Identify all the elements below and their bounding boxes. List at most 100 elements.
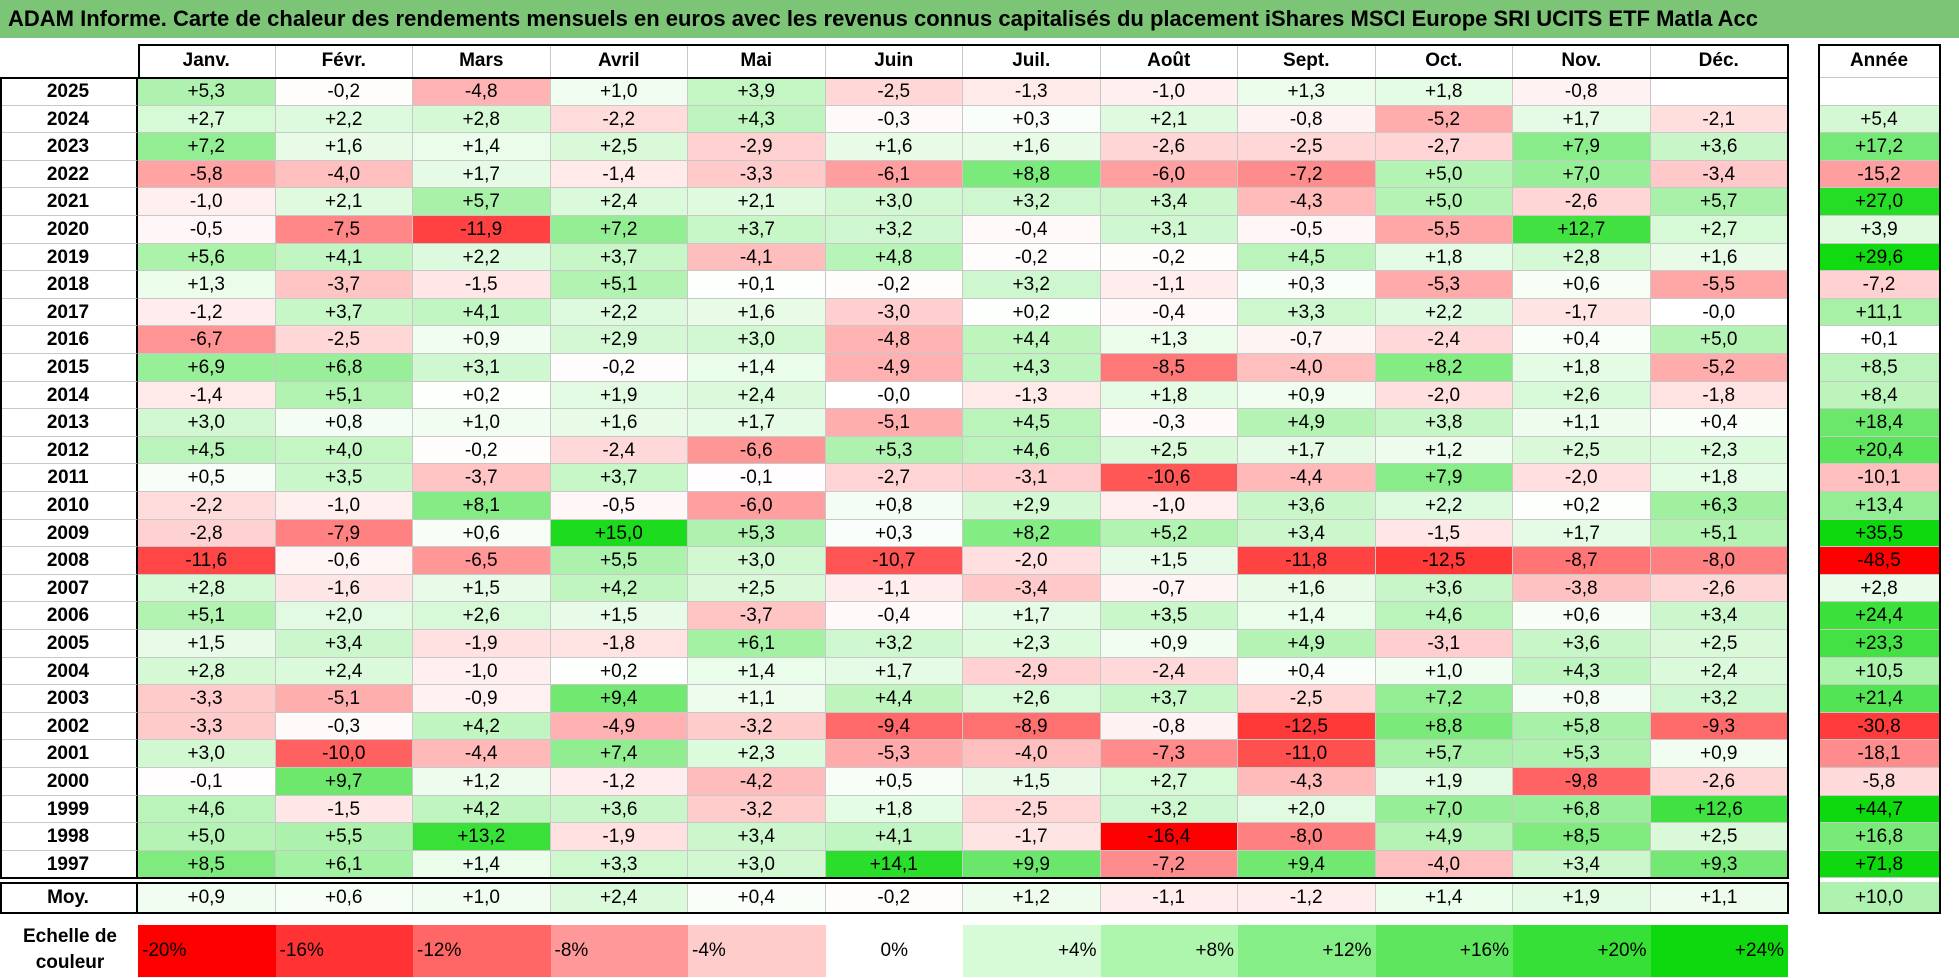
average-cell: +0,6: [275, 882, 413, 915]
annual-cell: +8,4: [1818, 381, 1941, 410]
heatmap-cell: +2,5: [1513, 436, 1651, 465]
heatmap-cell: +1,4: [413, 850, 551, 879]
heatmap-cell: +2,7: [1100, 768, 1238, 796]
heatmap-cell: +1,7: [825, 657, 963, 686]
heatmap-cell: +2,0: [275, 602, 413, 630]
color-scale-swatch: +16%: [1375, 925, 1513, 977]
heatmap-cell: -4,0: [275, 160, 413, 189]
heatmap-cell: +1,3: [1100, 326, 1238, 354]
color-scale-swatch: -4%: [688, 925, 826, 977]
heatmap-cell: +2,2: [1375, 492, 1513, 520]
heatmap-cell: +8,2: [963, 519, 1101, 548]
heatmap-cell: -3,2: [688, 795, 826, 824]
heatmap-cell: +7,0: [1513, 160, 1651, 189]
heatmap-cell: +2,4: [275, 657, 413, 686]
heatmap-cell: +2,8: [1513, 243, 1651, 272]
heatmap-cell: -6,0: [688, 492, 826, 520]
color-scale-swatch: -16%: [275, 925, 413, 977]
heatmap-cell: +5,3: [688, 519, 826, 548]
heatmap-cell: -4,1: [688, 243, 826, 272]
heatmap-cell: +1,0: [413, 409, 551, 437]
heatmap-cell: +3,2: [825, 216, 963, 244]
heatmap-cell: +5,0: [1650, 326, 1788, 354]
heatmap-cell: +3,2: [825, 630, 963, 658]
heatmap-cell: -0,2: [550, 354, 688, 382]
heatmap-cell: +3,8: [1375, 409, 1513, 437]
heatmap-cell: -1,0: [275, 492, 413, 520]
heatmap-cell: +6,1: [688, 630, 826, 658]
heatmap-cell: +3,7: [688, 216, 826, 244]
annual-cell: +35,5: [1818, 519, 1941, 548]
heatmap-cell: +5,7: [1375, 740, 1513, 768]
heatmap-cell: -2,7: [825, 464, 963, 492]
heatmap-cell: +4,4: [825, 685, 963, 713]
year-label: 2016: [0, 326, 138, 354]
heatmap-cell: -3,7: [275, 271, 413, 299]
heatmap-cell: -2,0: [963, 547, 1101, 575]
heatmap-cell: -5,1: [275, 685, 413, 713]
heatmap-cell: +0,6: [413, 519, 551, 548]
heatmap-cell: +2,4: [550, 188, 688, 216]
heatmap-cell: +2,9: [550, 326, 688, 354]
average-cell: +1,9: [1513, 882, 1651, 915]
heatmap-cell: +9,4: [550, 685, 688, 713]
heatmap-cell: +3,6: [550, 795, 688, 824]
annual-cell: -7,2: [1818, 271, 1941, 299]
heatmap-cell: +1,2: [413, 768, 551, 796]
heatmap-cell: +1,4: [413, 133, 551, 161]
heatmap-cell: +0,2: [550, 657, 688, 686]
heatmap-cell: +2,7: [138, 105, 276, 134]
heatmap-cell: +5,2: [1100, 519, 1238, 548]
year-label: 1997: [0, 850, 138, 879]
month-header: Août: [1100, 44, 1238, 78]
heatmap-cell: +2,3: [1650, 436, 1788, 465]
annual-cell: +16,8: [1818, 823, 1941, 851]
heatmap-cell: +1,6: [275, 133, 413, 161]
heatmap-cell: +6,8: [1513, 795, 1651, 824]
heatmap-cell: +0,3: [963, 105, 1101, 134]
annual-cell: +8,5: [1818, 354, 1941, 382]
heatmap-cell: -0,7: [1238, 326, 1376, 354]
heatmap-cell: -16,4: [1100, 823, 1238, 851]
heatmap-cell: +1,6: [825, 133, 963, 161]
heatmap-cell: +4,9: [1238, 630, 1376, 658]
heatmap-cell: +2,3: [963, 630, 1101, 658]
heatmap-cell: +0,9: [1650, 740, 1788, 768]
heatmap-cell: -2,2: [138, 492, 276, 520]
heatmap-cell: +2,2: [275, 105, 413, 134]
heatmap-cell: -11,6: [138, 547, 276, 575]
heatmap-cell: +1,4: [688, 354, 826, 382]
heatmap-cell: +1,2: [1375, 436, 1513, 465]
heatmap-cell: -1,9: [550, 823, 688, 851]
heatmap-cell: +3,2: [1100, 795, 1238, 824]
heatmap-cell: +5,5: [550, 547, 688, 575]
heatmap-cell: -0,9: [413, 685, 551, 713]
heatmap-cell: +4,6: [963, 436, 1101, 465]
heatmap-cell: -0,2: [963, 243, 1101, 272]
heatmap-cell: +1,5: [1100, 547, 1238, 575]
heatmap-cell: +1,8: [1375, 78, 1513, 106]
heatmap-cell: -1,4: [138, 381, 276, 410]
heatmap-cell: +8,2: [1375, 354, 1513, 382]
heatmap-cell: -2,5: [275, 326, 413, 354]
heatmap-cell: +6,1: [275, 850, 413, 879]
heatmap-cell: +5,3: [1513, 740, 1651, 768]
average-cell: +0,9: [138, 882, 276, 915]
heatmap-cell: +8,5: [1513, 823, 1651, 851]
average-cell: -0,2: [825, 882, 963, 915]
heatmap-cell: -2,0: [1375, 381, 1513, 410]
year-header: Année: [1818, 44, 1941, 78]
annual-cell: -18,1: [1818, 740, 1941, 768]
heatmap-cell: +0,9: [1238, 381, 1376, 410]
page-title: ADAM Informe. Carte de chaleur des rende…: [0, 0, 1959, 38]
heatmap-cell: +0,2: [1513, 492, 1651, 520]
heatmap-cell: +0,5: [825, 768, 963, 796]
heatmap-cell: +14,1: [825, 850, 963, 879]
heatmap-cell: -7,2: [1238, 160, 1376, 189]
heatmap-cell: +1,6: [1238, 574, 1376, 603]
heatmap-cell: +4,6: [1375, 602, 1513, 630]
average-cell: -1,1: [1100, 882, 1238, 915]
month-header: Sept.: [1238, 44, 1376, 78]
annual-cell: +13,4: [1818, 492, 1941, 520]
